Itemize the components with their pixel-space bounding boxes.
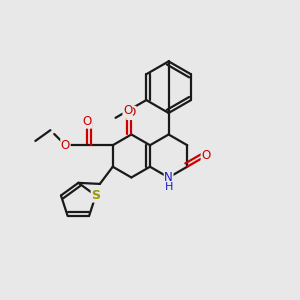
Text: S: S [91,189,100,202]
Text: O: O [127,106,136,119]
Text: O: O [123,104,132,117]
Text: N: N [164,171,173,184]
Text: H: H [164,182,173,192]
Text: O: O [61,139,70,152]
Text: O: O [201,149,211,163]
Text: O: O [82,115,92,128]
